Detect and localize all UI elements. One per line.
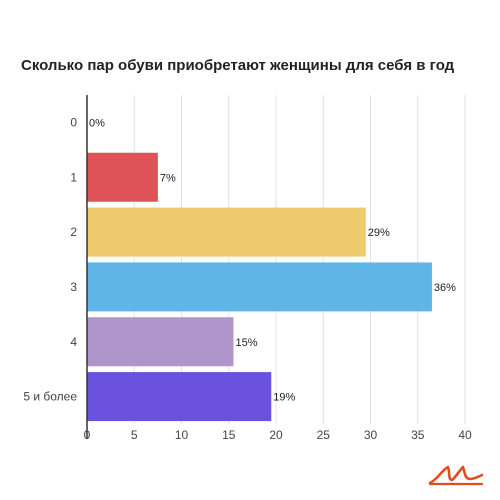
category-label: 3 xyxy=(70,280,77,294)
x-tick-label: 20 xyxy=(269,428,283,442)
chart-title: Сколько пар обуви приобретают женщины дл… xyxy=(21,57,455,74)
value-label: 0% xyxy=(89,117,105,129)
value-label: 36% xyxy=(434,282,456,294)
x-tick-label: 30 xyxy=(364,428,378,442)
value-labels: 0% 7% 29% 36% 15% 19% xyxy=(89,117,456,403)
category-label: 1 xyxy=(70,170,77,184)
x-tick-label: 10 xyxy=(175,428,189,442)
category-label: 5 и более xyxy=(23,390,77,404)
category-label: 0 xyxy=(70,115,77,129)
x-tick-label: 5 xyxy=(131,428,138,442)
category-labels: 0 1 2 3 4 5 и более xyxy=(23,115,77,403)
bar xyxy=(87,372,272,422)
x-tick-label: 35 xyxy=(411,428,425,442)
value-label: 7% xyxy=(160,172,176,184)
bar xyxy=(87,207,366,257)
value-label: 29% xyxy=(368,227,390,239)
value-label: 19% xyxy=(273,392,295,404)
category-label: 4 xyxy=(70,335,77,349)
bar xyxy=(87,317,234,367)
bar xyxy=(87,262,432,312)
brand-logo-icon xyxy=(428,465,484,486)
bar xyxy=(87,152,158,202)
x-tick-labels: 0510152025303540 xyxy=(84,428,472,442)
x-tick-label: 15 xyxy=(222,428,236,442)
x-tick-label: 40 xyxy=(458,428,472,442)
category-label: 2 xyxy=(70,225,77,239)
value-label: 15% xyxy=(235,337,257,349)
bars xyxy=(87,152,432,422)
x-tick-label: 25 xyxy=(317,428,331,442)
